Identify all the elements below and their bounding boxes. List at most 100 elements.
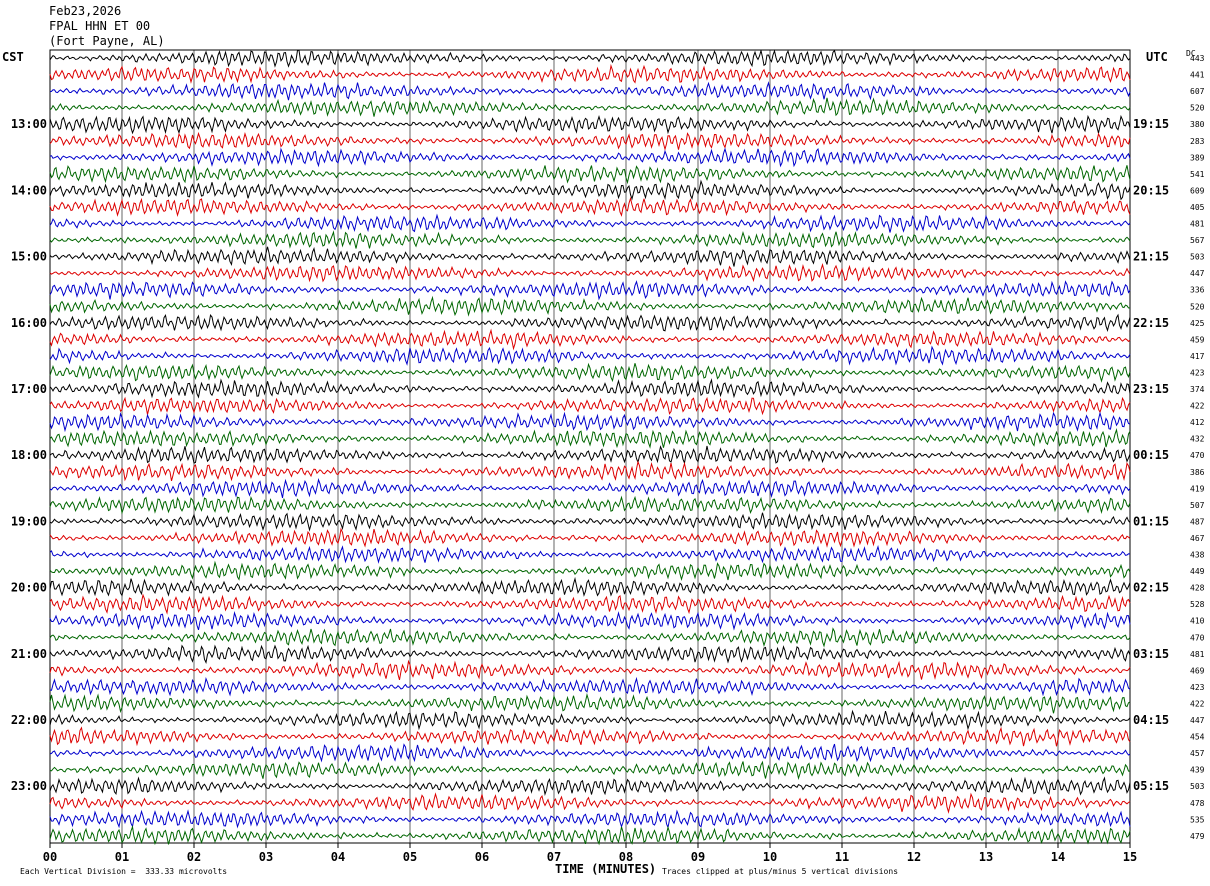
- seismic-trace: [49, 512, 1131, 532]
- x-tick-label: 14: [1051, 850, 1065, 864]
- right-hour-label: 00:15: [1133, 448, 1169, 462]
- right-hour-label: 21:15: [1133, 250, 1169, 264]
- x-tick-label: 13: [979, 850, 993, 864]
- dc-offset-label: 428: [1190, 584, 1205, 593]
- dc-offset-label: 470: [1190, 451, 1205, 460]
- dc-offset-label: 422: [1190, 402, 1205, 411]
- seismic-trace: [49, 262, 1131, 283]
- left-hour-label: 18:00: [11, 448, 47, 462]
- dc-offset-label: 386: [1190, 468, 1205, 477]
- seismic-trace: [49, 676, 1131, 697]
- x-tick-label: 01: [115, 850, 129, 864]
- dc-offset-label: 405: [1190, 203, 1205, 212]
- dc-offset-label: 438: [1190, 551, 1205, 560]
- seismic-trace: [49, 81, 1131, 101]
- dc-offset-label: 447: [1190, 269, 1205, 278]
- seismic-trace: [49, 611, 1131, 631]
- left-hour-label: 20:00: [11, 581, 47, 595]
- seismic-trace: [49, 544, 1131, 564]
- dc-offset-label: 389: [1190, 153, 1205, 162]
- clip-note: Traces clipped at plus/minus 5 vertical …: [662, 867, 899, 876]
- seismic-trace: [49, 824, 1131, 846]
- dc-offset-label: 470: [1190, 633, 1205, 642]
- plot-frame: [49, 49, 1131, 844]
- x-tick-label: 10: [763, 850, 777, 864]
- dc-offset-label: 469: [1190, 666, 1205, 675]
- dc-offset-label: 283: [1190, 137, 1205, 146]
- seismic-trace: [49, 776, 1131, 796]
- left-hour-label: 13:00: [11, 117, 47, 131]
- seismic-trace: [49, 328, 1131, 351]
- dc-offset-label: 336: [1190, 286, 1205, 295]
- dc-offset-label: 528: [1190, 600, 1205, 609]
- seismic-trace: [49, 527, 1131, 548]
- seismic-trace: [49, 63, 1131, 84]
- seismic-trace: [49, 576, 1131, 597]
- seismic-trace: [49, 726, 1131, 747]
- seismic-trace: [49, 445, 1131, 465]
- dc-offset-label: 410: [1190, 617, 1205, 626]
- right-hour-label: 23:15: [1133, 382, 1169, 396]
- seismic-trace: [49, 709, 1131, 731]
- dc-offset-label: 443: [1190, 54, 1205, 63]
- left-hour-label: 21:00: [11, 647, 47, 661]
- left-hour-label: 19:00: [11, 514, 47, 528]
- dc-offset-label: 425: [1190, 319, 1205, 328]
- left-hour-label: 16:00: [11, 316, 47, 330]
- dc-offset-label: 479: [1190, 832, 1205, 841]
- right-hour-label: 04:15: [1133, 713, 1169, 727]
- seismic-trace: [49, 692, 1131, 714]
- seismic-trace: [49, 760, 1130, 780]
- left-hour-label: 17:00: [11, 382, 47, 396]
- seismic-trace: [49, 362, 1131, 383]
- x-tick-label: 09: [691, 850, 705, 864]
- dc-offset-label: 520: [1190, 104, 1205, 113]
- seismic-trace: [49, 295, 1131, 317]
- dc-offset-label: 481: [1190, 220, 1205, 229]
- dc-offset-label: 417: [1190, 352, 1205, 361]
- dc-offset-label: 609: [1190, 186, 1205, 195]
- seismic-trace: [49, 313, 1131, 333]
- station-label: FPAL HHN ET 00: [49, 19, 151, 33]
- dc-offset-label: 380: [1190, 120, 1205, 129]
- seismic-trace: [49, 49, 1131, 68]
- seismic-trace: [49, 477, 1131, 499]
- seismic-trace: [49, 196, 1131, 217]
- right-timezone-label: UTC: [1146, 50, 1168, 64]
- dc-offset-label: 423: [1190, 368, 1205, 377]
- left-hour-label: 22:00: [11, 713, 47, 727]
- x-tick-label: 03: [259, 850, 273, 864]
- x-tick-label: 08: [619, 850, 633, 864]
- seismic-trace: [49, 644, 1131, 664]
- seismic-trace: [49, 213, 1131, 233]
- left-hour-label: 23:00: [11, 779, 47, 793]
- seismic-trace: [49, 246, 1131, 267]
- dc-offset-label: 467: [1190, 534, 1205, 543]
- x-tick-label: 07: [547, 850, 561, 864]
- seismic-trace: [49, 147, 1131, 168]
- seismic-trace: [49, 114, 1131, 135]
- dc-offset-label: 457: [1190, 749, 1205, 758]
- seismic-trace: [49, 131, 1131, 151]
- location-label: (Fort Payne, AL): [49, 34, 165, 48]
- x-tick-label: 15: [1123, 850, 1137, 864]
- seismic-trace: [49, 179, 1131, 201]
- right-hour-label: 03:15: [1133, 647, 1169, 661]
- dc-offset-label: 454: [1190, 733, 1205, 742]
- dc-offset-label: 535: [1190, 815, 1205, 824]
- dc-offset-label: 520: [1190, 302, 1205, 311]
- dc-offset-label: 481: [1190, 650, 1205, 659]
- x-tick-label: 02: [187, 850, 201, 864]
- dc-offset-label: 459: [1190, 335, 1205, 344]
- seismic-trace: [49, 593, 1131, 615]
- dc-offset-label: 432: [1190, 435, 1205, 444]
- dc-offset-label: 374: [1190, 385, 1205, 394]
- dc-offset-label: 447: [1190, 716, 1205, 725]
- seismic-trace: [49, 396, 1131, 416]
- right-hour-label: 02:15: [1133, 581, 1169, 595]
- seismic-trace: [49, 411, 1131, 433]
- x-tick-label: 05: [403, 850, 417, 864]
- date-label: Feb23,2026: [49, 4, 122, 18]
- x-tick-label: 06: [475, 850, 489, 864]
